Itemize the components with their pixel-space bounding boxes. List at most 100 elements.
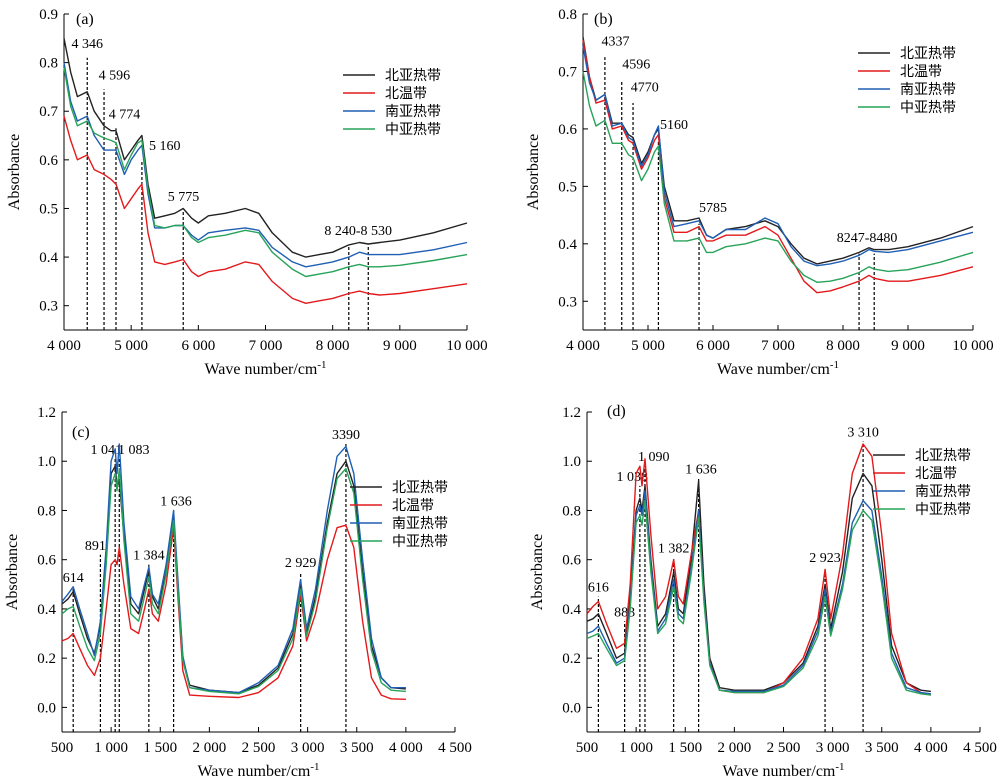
x-tick-label: 2 000	[718, 740, 752, 756]
y-tick-label: 0.4	[562, 602, 581, 618]
y-tick-label: 0.8	[562, 503, 581, 519]
x-tick-label: 3 000	[291, 740, 325, 756]
marker-label: 8247-8480	[837, 231, 898, 246]
x-tick-label: 1 500	[143, 740, 177, 756]
y-axis-label: Absorbance	[525, 134, 542, 210]
legend-label: 北温带	[392, 498, 434, 514]
marker-label: 1 083	[118, 443, 150, 458]
marker-label: 4 774	[109, 108, 141, 123]
x-tick-label: 4 000	[566, 338, 600, 354]
y-tick-label: 0.8	[37, 503, 56, 519]
series-line-3	[586, 490, 931, 695]
marker-label: 2 923	[809, 551, 841, 566]
panel-label: (d)	[607, 403, 626, 420]
x-tick-label: 5 000	[114, 338, 148, 354]
panel-label: (a)	[76, 11, 94, 28]
marker-label: 4 346	[71, 37, 103, 52]
x-axis-label: Wave number/cm-1	[717, 359, 839, 378]
x-tick-label: 9 000	[383, 338, 417, 354]
legend-label: 北温带	[915, 466, 957, 482]
y-tick-label: 1.2	[562, 405, 581, 421]
y-tick-label: 1.0	[562, 454, 581, 470]
marker-label: 1 636	[160, 495, 192, 510]
legend-label: 南亚热带	[915, 484, 971, 500]
x-axis-label: Wave number/cm-1	[204, 359, 326, 378]
series-line-1	[586, 472, 931, 693]
panel-label: (b)	[594, 11, 613, 28]
legend-label: 北温带	[900, 64, 942, 80]
marker-label: 5 775	[168, 190, 200, 205]
y-tick-label: 0.5	[558, 179, 577, 195]
legend-label: 北亚热带	[915, 448, 971, 464]
x-tick-label: 10 000	[446, 338, 487, 354]
legend-label: 南亚热带	[900, 82, 956, 98]
marker-label: 8 240-8 530	[324, 224, 392, 239]
x-tick-label: 2 500	[767, 740, 801, 756]
y-tick-label: 1.0	[37, 454, 56, 470]
y-tick-label: 0.5	[39, 201, 58, 217]
x-tick-label: 2 500	[242, 740, 276, 756]
y-tick-label: 0.3	[558, 294, 577, 310]
marker-label: 4 596	[99, 69, 131, 84]
chart-panel-4: 500 1 000 1 500 2 000 2 500 3 000 3 500 4 000 4 …	[529, 403, 997, 780]
y-tick-label: 0.9	[39, 7, 58, 23]
x-tick-label: 2 000	[193, 740, 227, 756]
x-tick-label: 500	[576, 740, 599, 756]
x-tick-label: 5 000	[631, 338, 665, 354]
legend-label: 南亚热带	[385, 104, 441, 120]
y-tick-label: 0.6	[562, 553, 581, 569]
series-line-4	[586, 499, 931, 696]
x-axis-label: Wave number/cm-1	[197, 761, 319, 780]
x-tick-label: 7 000	[249, 338, 283, 354]
x-tick-label: 6 000	[181, 338, 215, 354]
y-axis-label: Absorbance	[4, 534, 21, 610]
series-line-3	[61, 443, 406, 694]
marker-label: 5160	[660, 118, 688, 133]
marker-label: 3 310	[847, 426, 879, 441]
marker-label: 3390	[332, 428, 360, 443]
series-line-4	[61, 467, 406, 695]
legend-label: 北温带	[385, 86, 427, 102]
y-tick-label: 0.6	[558, 122, 577, 138]
y-axis-label: Absorbance	[6, 134, 23, 210]
series-line-2	[61, 524, 406, 700]
chart-panel-2: 4 000 5 000 6 000 7 000 8 000 9 000 10 000 0.3 0…	[525, 7, 994, 378]
series-line-4	[63, 67, 468, 278]
y-tick-label: 0.4	[39, 250, 58, 266]
y-axis-label: Absorbance	[529, 534, 546, 610]
y-tick-label: 0.7	[39, 104, 58, 120]
marker-label: 1 636	[685, 463, 717, 478]
marker-label: 5 160	[149, 139, 181, 154]
x-tick-label: 3 500	[340, 740, 374, 756]
x-tick-label: 4 000	[47, 338, 81, 354]
panel-label: (c)	[72, 424, 90, 441]
marker-label: 2 929	[285, 556, 317, 571]
x-tick-label: 4 500	[438, 740, 472, 756]
marker-label: 4770	[631, 81, 659, 96]
y-tick-label: 0.6	[39, 153, 58, 169]
series-line-1	[63, 38, 468, 258]
marker-label: 891	[85, 539, 106, 554]
marker-label: 616	[588, 581, 609, 596]
y-tick-label: 0.2	[37, 651, 56, 667]
x-tick-label: 4 000	[914, 740, 948, 756]
series-line-2	[582, 39, 974, 294]
x-tick-label: 500	[51, 740, 74, 756]
y-tick-label: 0.0	[37, 700, 56, 716]
marker-label: 614	[63, 571, 84, 586]
y-tick-label: 0.6	[37, 553, 56, 569]
marker-label: 5785	[699, 201, 727, 216]
x-tick-label: 1 500	[668, 740, 702, 756]
marker-label: 4596	[622, 58, 650, 73]
y-tick-label: 0.8	[39, 56, 58, 72]
legend-label: 北亚热带	[385, 68, 441, 84]
marker-label: 883	[614, 605, 635, 620]
x-tick-label: 6 000	[696, 338, 730, 354]
legend-label: 中亚热带	[915, 502, 971, 518]
chart-panel-3: 500 1 000 1 500 2 000 2 500 3 000 3 500 4 000 4 …	[4, 405, 472, 780]
x-tick-label: 4 500	[963, 740, 997, 756]
y-tick-label: 0.4	[558, 237, 577, 253]
